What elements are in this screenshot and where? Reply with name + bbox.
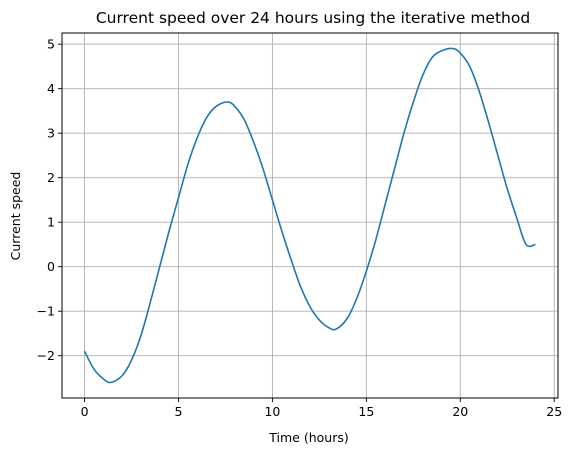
grid-layer — [62, 33, 558, 398]
y-axis-label: Current speed — [8, 172, 23, 261]
x-tick-label: 10 — [264, 404, 280, 419]
series-line — [83, 47, 536, 384]
x-tick-label: 0 — [81, 404, 89, 419]
y-tick-label: 1 — [47, 215, 55, 230]
y-tick-label: −2 — [37, 348, 55, 363]
y-tick-label: −1 — [37, 304, 55, 319]
x-axis-label: Time (hours) — [268, 430, 348, 445]
x-tick-label: 25 — [546, 404, 562, 419]
y-tick-label: 2 — [47, 170, 55, 185]
x-tick-label: 20 — [452, 404, 468, 419]
x-axis: 0 5 10 15 20 25 — [81, 398, 562, 419]
y-tick-label: 4 — [47, 81, 55, 96]
x-tick-label: 15 — [358, 404, 374, 419]
y-tick-label: 3 — [47, 126, 55, 141]
y-tick-label: 0 — [47, 259, 55, 274]
plot-frame — [61, 32, 559, 399]
series-layer — [83, 47, 536, 384]
chart-title: Current speed over 24 hours using the it… — [96, 9, 530, 27]
y-tick-label: 5 — [47, 37, 55, 52]
y-axis: −2 −1 0 1 2 3 4 5 — [37, 37, 62, 363]
x-tick-label: 5 — [175, 404, 183, 419]
